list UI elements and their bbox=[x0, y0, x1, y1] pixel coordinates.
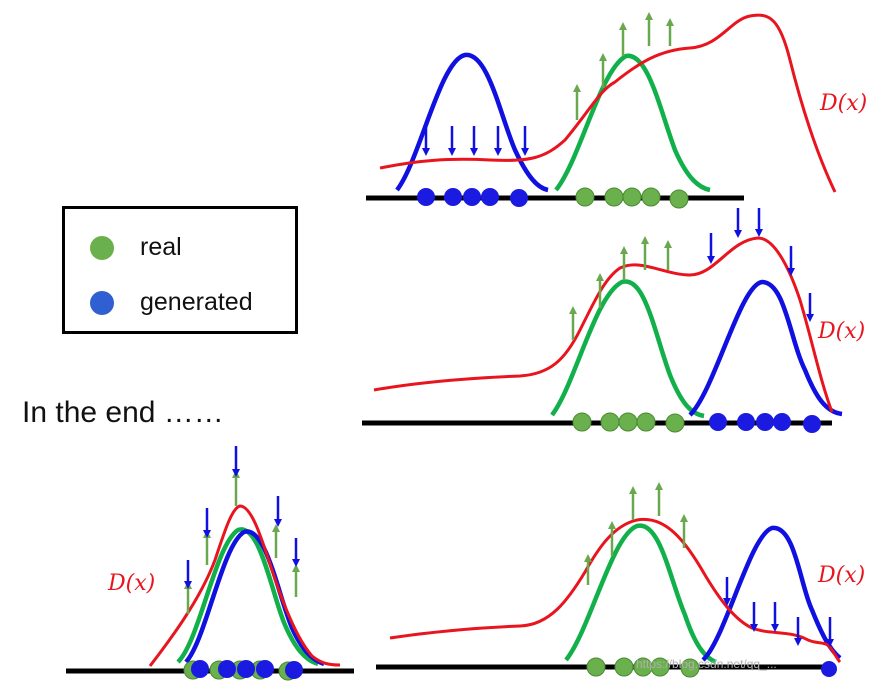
legend-label-generated: generated bbox=[140, 288, 253, 316]
legend-item-real: real bbox=[65, 233, 182, 262]
up-arrows bbox=[184, 470, 300, 614]
down-arrows bbox=[707, 208, 814, 322]
legend-label-real: real bbox=[140, 233, 182, 261]
generated-samples bbox=[191, 660, 303, 679]
down-arrows bbox=[184, 446, 300, 589]
discriminator-curve bbox=[379, 13, 837, 193]
discriminator-label: D(x) bbox=[107, 571, 155, 596]
discriminator-label: D(x) bbox=[819, 91, 867, 116]
generated-curve bbox=[688, 279, 843, 417]
down-arrows bbox=[422, 126, 529, 156]
generated-curve bbox=[395, 52, 549, 193]
discriminator-curve bbox=[148, 504, 341, 667]
generated-samples bbox=[821, 661, 837, 677]
real-samples bbox=[575, 187, 689, 209]
real-curve bbox=[550, 279, 705, 419]
panel-bottom-right: D(x) https://blog.csdn.net/qq_... bbox=[376, 482, 865, 678]
down-arrows bbox=[723, 577, 834, 647]
discriminator-curve bbox=[389, 517, 842, 664]
generated-samples bbox=[417, 188, 528, 207]
legend: real generated bbox=[62, 206, 298, 334]
real-curve bbox=[554, 53, 711, 193]
panel-bottom-left: D(x) bbox=[66, 446, 354, 681]
up-arrows bbox=[573, 12, 674, 120]
legend-item-generated: generated bbox=[65, 288, 253, 317]
panel-top: D(x) bbox=[366, 12, 867, 209]
caption-in-the-end: In the end …… bbox=[22, 396, 224, 429]
discriminator-label: D(x) bbox=[817, 563, 865, 588]
generated-curve bbox=[184, 529, 325, 667]
generated-dot-icon bbox=[90, 290, 114, 315]
panel-middle: D(x) bbox=[362, 208, 865, 433]
watermark: https://blog.csdn.net/qq_... bbox=[636, 657, 777, 671]
real-samples bbox=[586, 657, 700, 678]
real-curve bbox=[176, 527, 319, 667]
discriminator-curve bbox=[373, 236, 834, 413]
discriminator-label: D(x) bbox=[817, 319, 865, 344]
real-dot-icon bbox=[90, 235, 114, 260]
real-curve bbox=[564, 523, 717, 665]
generated-samples bbox=[709, 413, 821, 433]
up-arrows bbox=[584, 482, 688, 585]
up-arrows bbox=[569, 236, 672, 340]
real-samples bbox=[572, 412, 685, 433]
generated-curve bbox=[701, 525, 842, 662]
